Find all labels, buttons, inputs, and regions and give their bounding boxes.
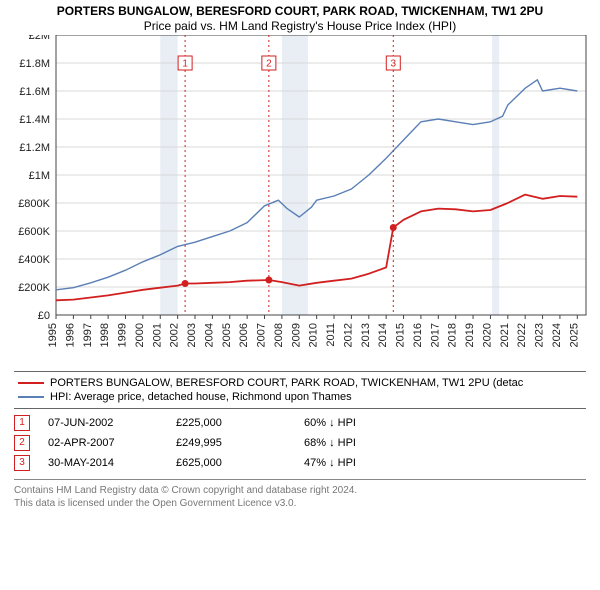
svg-text:£1.6M: £1.6M — [19, 86, 50, 98]
sale-event-row: 3 30-MAY-2014 £625,000 47% ↓ HPI — [14, 453, 586, 473]
legend-swatch — [18, 396, 44, 398]
legend: PORTERS BUNGALOW, BERESFORD COURT, PARK … — [14, 371, 586, 409]
sale-event-row: 2 02-APR-2007 £249,995 68% ↓ HPI — [14, 433, 586, 453]
legend-item: HPI: Average price, detached house, Rich… — [18, 390, 582, 404]
svg-text:3: 3 — [391, 59, 397, 70]
svg-text:2009: 2009 — [290, 323, 302, 347]
svg-text:2008: 2008 — [273, 323, 285, 347]
attribution-footer: Contains HM Land Registry data © Crown c… — [14, 479, 586, 510]
event-hpi-delta: 68% ↓ HPI — [304, 437, 586, 449]
svg-text:1999: 1999 — [117, 323, 129, 347]
chart-subtitle: Price paid vs. HM Land Registry's House … — [0, 19, 600, 35]
svg-text:2016: 2016 — [412, 323, 424, 347]
svg-text:2025: 2025 — [568, 323, 580, 347]
event-price: £625,000 — [176, 457, 286, 469]
event-marker-icon: 1 — [14, 415, 30, 431]
svg-text:£1.2M: £1.2M — [19, 142, 50, 154]
svg-text:2019: 2019 — [464, 323, 476, 347]
legend-swatch — [18, 382, 44, 384]
svg-text:2017: 2017 — [429, 323, 441, 347]
svg-text:£0: £0 — [38, 310, 50, 322]
svg-text:2014: 2014 — [377, 323, 389, 347]
svg-text:1995: 1995 — [47, 323, 59, 347]
svg-text:2006: 2006 — [238, 323, 250, 347]
svg-text:2004: 2004 — [203, 323, 215, 347]
svg-text:£1.4M: £1.4M — [19, 114, 50, 126]
svg-text:2012: 2012 — [342, 323, 354, 347]
svg-text:£600K: £600K — [18, 226, 50, 238]
svg-text:2001: 2001 — [151, 323, 163, 347]
svg-text:2: 2 — [266, 59, 272, 70]
svg-text:2024: 2024 — [551, 323, 563, 347]
svg-text:£200K: £200K — [18, 282, 50, 294]
event-marker-icon: 2 — [14, 435, 30, 451]
event-date: 30-MAY-2014 — [48, 457, 158, 469]
svg-text:2002: 2002 — [169, 323, 181, 347]
svg-text:1997: 1997 — [82, 323, 94, 347]
chart-plot: £0 £200K £400K £600K £800K £1M £1.2M £1.4M £1.6M… — [0, 35, 600, 365]
event-hpi-delta: 60% ↓ HPI — [304, 417, 586, 429]
sale-event-row: 1 07-JUN-2002 £225,000 60% ↓ HPI — [14, 413, 586, 433]
svg-text:2010: 2010 — [308, 323, 320, 347]
event-date: 07-JUN-2002 — [48, 417, 158, 429]
event-marker-icon: 3 — [14, 455, 30, 471]
svg-text:1996: 1996 — [64, 323, 76, 347]
svg-text:2007: 2007 — [256, 323, 268, 347]
svg-text:2003: 2003 — [186, 323, 198, 347]
svg-text:2018: 2018 — [447, 323, 459, 347]
legend-item: PORTERS BUNGALOW, BERESFORD COURT, PARK … — [18, 376, 582, 390]
line-chart-svg: £0 £200K £400K £600K £800K £1M £1.2M £1.4M £1.6M… — [0, 35, 600, 365]
footer-line: This data is licensed under the Open Gov… — [14, 497, 586, 510]
svg-text:£1M: £1M — [29, 170, 50, 182]
svg-text:£400K: £400K — [18, 254, 50, 266]
svg-text:2015: 2015 — [395, 323, 407, 347]
sale-events-table: 1 07-JUN-2002 £225,000 60% ↓ HPI 2 02-APR-200… — [14, 413, 586, 473]
svg-text:2000: 2000 — [134, 323, 146, 347]
chart-title: PORTERS BUNGALOW, BERESFORD COURT, PARK … — [0, 0, 600, 19]
event-hpi-delta: 47% ↓ HPI — [304, 457, 586, 469]
event-date: 02-APR-2007 — [48, 437, 158, 449]
legend-label: PORTERS BUNGALOW, BERESFORD COURT, PARK … — [50, 377, 523, 389]
svg-text:2022: 2022 — [516, 323, 528, 347]
footer-line: Contains HM Land Registry data © Crown c… — [14, 484, 586, 497]
svg-text:2021: 2021 — [499, 323, 511, 347]
event-price: £249,995 — [176, 437, 286, 449]
svg-text:2013: 2013 — [360, 323, 372, 347]
legend-label: HPI: Average price, detached house, Rich… — [50, 391, 352, 403]
svg-text:£800K: £800K — [18, 198, 50, 210]
svg-text:£1.8M: £1.8M — [19, 58, 50, 70]
svg-text:2020: 2020 — [481, 323, 493, 347]
svg-text:2005: 2005 — [221, 323, 233, 347]
svg-text:1998: 1998 — [99, 323, 111, 347]
svg-text:1: 1 — [182, 59, 188, 70]
svg-text:£2M: £2M — [29, 35, 50, 42]
svg-text:2011: 2011 — [325, 323, 337, 347]
event-price: £225,000 — [176, 417, 286, 429]
svg-text:2023: 2023 — [534, 323, 546, 347]
